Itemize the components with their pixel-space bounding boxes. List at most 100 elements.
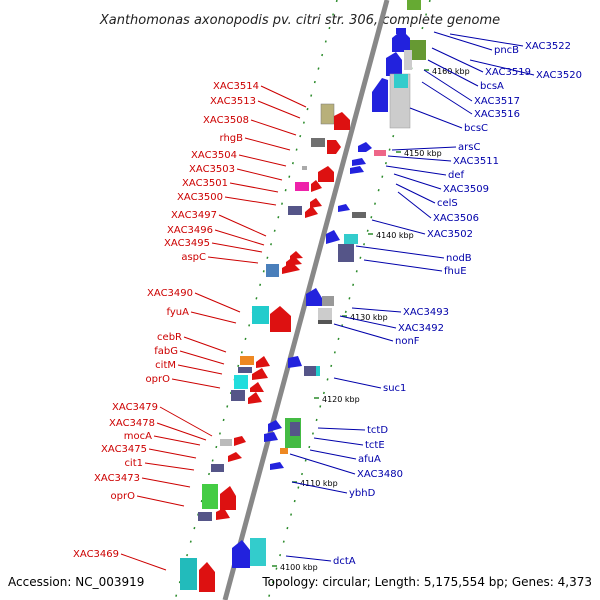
gene-box[interactable] <box>202 484 218 509</box>
right-gene-label[interactable]: XAC3522 <box>525 41 571 52</box>
right-gene-label[interactable]: nonF <box>395 336 420 347</box>
right-gene-label[interactable]: tctD <box>367 425 388 436</box>
gene-box[interactable] <box>396 28 406 34</box>
left-gene-label[interactable]: fabG <box>154 346 178 357</box>
left-gene-label[interactable]: mocA <box>124 431 152 442</box>
gene-box[interactable] <box>231 390 245 401</box>
gene-box[interactable] <box>211 464 224 472</box>
gene-box[interactable] <box>410 40 426 60</box>
left-gene-label[interactable]: citM <box>155 360 176 371</box>
left-gene-label[interactable]: XAC3501 <box>182 178 228 189</box>
gene-arrow[interactable] <box>338 204 350 212</box>
right-gene-label[interactable]: XAC3517 <box>474 96 520 107</box>
left-gene-label[interactable]: XAC3500 <box>177 192 223 203</box>
gene-box[interactable] <box>234 375 248 389</box>
right-gene-label[interactable]: celS <box>437 198 458 209</box>
gene-box[interactable] <box>295 182 309 191</box>
left-gene-label[interactable]: rhgB <box>220 133 244 144</box>
gene-box[interactable] <box>304 366 316 376</box>
gene-arrow[interactable] <box>216 508 230 520</box>
left-gene-label[interactable]: XAC3479 <box>112 402 158 413</box>
gene-box[interactable] <box>288 206 302 215</box>
right-gene-label[interactable]: afuA <box>358 454 381 465</box>
left-gene-label[interactable]: XAC3475 <box>101 444 147 455</box>
right-gene-label[interactable]: XAC3509 <box>443 184 489 195</box>
gene-arrow[interactable] <box>326 230 340 244</box>
gene-box[interactable] <box>318 308 332 320</box>
gene-box[interactable] <box>250 538 266 566</box>
right-gene-label[interactable]: suc1 <box>383 383 406 394</box>
gene-box[interactable] <box>374 150 386 156</box>
gene-arrow[interactable] <box>310 198 322 208</box>
left-gene-label[interactable]: XAC3514 <box>213 81 259 92</box>
left-gene-label[interactable]: XAC3508 <box>203 115 249 126</box>
gene-arrow[interactable] <box>372 78 388 112</box>
gene-arrow[interactable] <box>228 452 242 462</box>
gene-arrow[interactable] <box>250 382 264 392</box>
gene-arrow[interactable] <box>386 52 402 76</box>
left-gene-label[interactable]: XAC3513 <box>210 96 256 107</box>
gene-box[interactable] <box>320 103 335 125</box>
left-gene-label[interactable]: XAC3496 <box>167 225 213 236</box>
right-gene-label[interactable]: bcsC <box>464 123 488 134</box>
left-gene-label[interactable]: XAC3497 <box>171 210 217 221</box>
gene-box[interactable] <box>407 0 421 10</box>
left-gene-label[interactable]: fyuA <box>167 307 190 318</box>
right-gene-label[interactable]: XAC3511 <box>453 156 499 167</box>
right-gene-label[interactable]: XAC3502 <box>427 229 473 240</box>
gene-box[interactable] <box>238 367 252 373</box>
gene-arrow[interactable] <box>199 562 215 592</box>
left-gene-label[interactable]: oprO <box>146 374 171 385</box>
gene-arrow[interactable] <box>270 306 291 332</box>
left-gene-label[interactable]: oprO <box>111 491 136 502</box>
right-gene-label[interactable]: XAC3480 <box>357 469 403 480</box>
left-gene-label[interactable]: cebR <box>157 332 182 343</box>
gene-arrow[interactable] <box>282 262 300 274</box>
right-gene-label[interactable]: fhuE <box>444 266 467 277</box>
gene-box[interactable] <box>311 138 325 147</box>
gene-arrow[interactable] <box>334 112 350 130</box>
right-gene-label[interactable]: arsC <box>458 142 480 153</box>
left-gene-label[interactable]: XAC3478 <box>109 418 155 429</box>
gene-arrow[interactable] <box>256 356 270 368</box>
gene-box[interactable] <box>180 558 197 590</box>
right-gene-label[interactable]: ybhD <box>349 488 376 499</box>
right-gene-label[interactable]: tctE <box>365 440 385 451</box>
gene-box[interactable] <box>318 320 332 324</box>
left-gene-label[interactable]: XAC3473 <box>94 473 140 484</box>
gene-box[interactable] <box>266 264 279 277</box>
right-gene-label[interactable]: XAC3520 <box>536 70 582 81</box>
gene-box[interactable] <box>338 244 354 262</box>
gene-box[interactable] <box>404 50 412 70</box>
right-gene-label[interactable]: bcsA <box>480 81 504 92</box>
gene-arrow[interactable] <box>270 462 284 470</box>
right-gene-label[interactable]: XAC3506 <box>433 213 479 224</box>
right-gene-label[interactable]: dctA <box>333 556 356 567</box>
gene-box[interactable] <box>302 166 307 170</box>
left-gene-label[interactable]: cit1 <box>124 458 143 469</box>
left-gene-label[interactable]: aspC <box>181 252 206 263</box>
gene-box[interactable] <box>394 74 408 88</box>
gene-arrow[interactable] <box>252 368 268 380</box>
left-gene-label[interactable]: XAC3469 <box>73 549 119 560</box>
gene-arrow[interactable] <box>268 420 282 432</box>
gene-arrow[interactable] <box>352 158 366 166</box>
gene-arrow[interactable] <box>220 486 236 510</box>
gene-arrow[interactable] <box>288 356 302 368</box>
gene-arrow[interactable] <box>234 436 246 446</box>
right-gene-label[interactable]: XAC3493 <box>403 307 449 318</box>
gene-arrow[interactable] <box>286 256 302 266</box>
right-gene-label[interactable]: def <box>448 170 465 181</box>
right-gene-label[interactable]: XAC3492 <box>398 323 444 334</box>
gene-arrow[interactable] <box>392 30 410 52</box>
gene-arrow[interactable] <box>327 140 341 154</box>
left-gene-label[interactable]: XAC3490 <box>147 288 193 299</box>
gene-box[interactable] <box>220 439 232 446</box>
gene-arrow[interactable] <box>358 142 372 152</box>
left-gene-label[interactable]: XAC3503 <box>189 164 235 175</box>
gene-box[interactable] <box>344 234 358 244</box>
gene-arrow[interactable] <box>318 166 334 182</box>
gene-box[interactable] <box>352 212 366 218</box>
right-gene-label[interactable]: XAC3516 <box>474 109 520 120</box>
gene-arrow[interactable] <box>311 180 322 192</box>
